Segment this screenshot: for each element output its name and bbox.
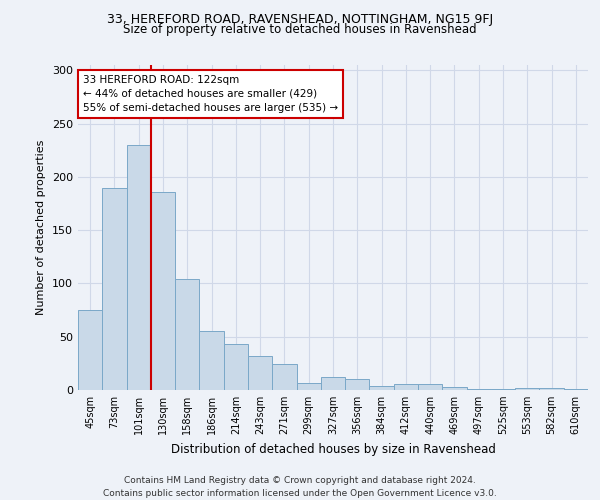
Bar (102, 188, 127, 390)
Bar (491, 389, 515, 390)
Bar (539, 388, 564, 390)
Bar (515, 388, 539, 390)
Bar (272, 364, 296, 390)
Bar (564, 389, 588, 390)
Bar (127, 145, 151, 390)
Y-axis label: Number of detached properties: Number of detached properties (37, 140, 46, 315)
Text: Size of property relative to detached houses in Ravenshead: Size of property relative to detached ho… (123, 22, 477, 36)
Bar (467, 389, 491, 390)
Text: 33 HEREFORD ROAD: 122sqm
← 44% of detached houses are smaller (429)
55% of semi-: 33 HEREFORD ROAD: 122sqm ← 44% of detach… (83, 74, 338, 113)
Bar (394, 384, 418, 390)
Bar (321, 377, 345, 390)
Bar (442, 387, 467, 390)
Bar (78, 310, 102, 390)
Bar (224, 344, 248, 390)
Bar (199, 332, 224, 390)
Bar (175, 279, 199, 390)
Bar (296, 382, 321, 390)
Text: Contains HM Land Registry data © Crown copyright and database right 2024.
Contai: Contains HM Land Registry data © Crown c… (103, 476, 497, 498)
Bar (248, 356, 272, 390)
X-axis label: Distribution of detached houses by size in Ravenshead: Distribution of detached houses by size … (170, 442, 496, 456)
Bar (151, 192, 175, 390)
Bar (418, 384, 442, 390)
Bar (370, 386, 394, 390)
Text: 33, HEREFORD ROAD, RAVENSHEAD, NOTTINGHAM, NG15 9FJ: 33, HEREFORD ROAD, RAVENSHEAD, NOTTINGHA… (107, 12, 493, 26)
Bar (345, 380, 370, 390)
